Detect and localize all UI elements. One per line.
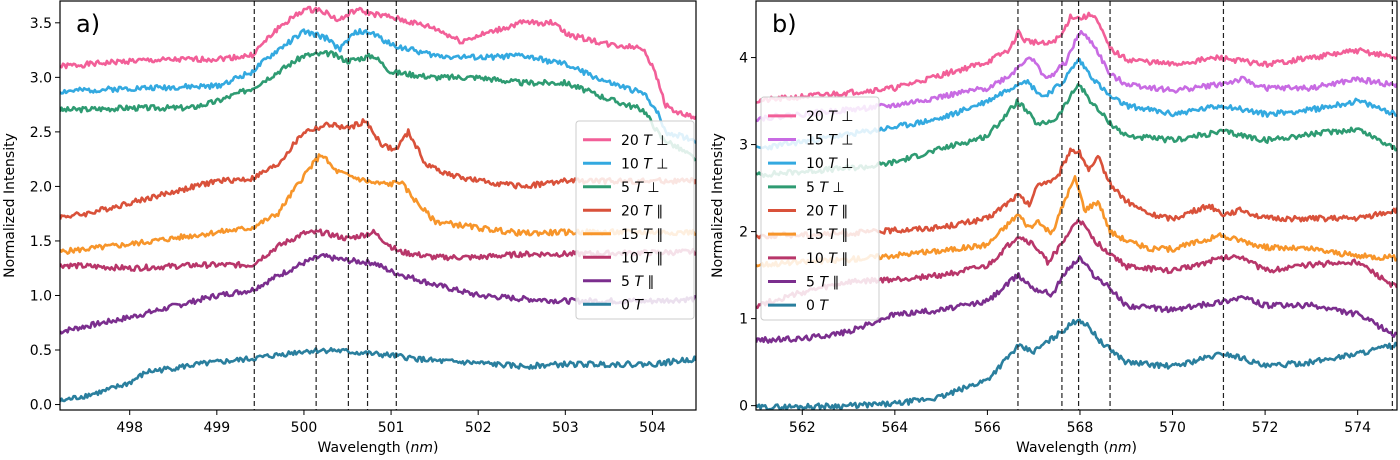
y-tick-label: 2 (739, 225, 748, 241)
legend-item: 20 T ∥ (768, 204, 848, 220)
series-line (756, 255, 1397, 344)
legend-item: 20 T ⊥ (768, 109, 854, 125)
legend-item: 15 T ∥ (583, 227, 663, 243)
y-axis-label: Normalized Intensity (710, 133, 726, 278)
legend-label: 10 T ⊥ (621, 156, 669, 172)
panel-label: a) (76, 10, 100, 38)
panel-a: 498 499 500 501 502 503 504 0.0 0.5 1.0 1.5 2.0 2.5 3… (2, 0, 697, 456)
x-tick-label: 504 (639, 420, 666, 436)
x-tick-label: 566 (974, 420, 1001, 436)
y-axis-label: Normalized Intensity (2, 133, 18, 278)
x-tick-label: 564 (881, 420, 908, 436)
y-tick-label: 2.0 (30, 179, 52, 195)
legend-label: 15 T ⊥ (806, 133, 854, 149)
legend-item: 10 T ∥ (583, 250, 663, 266)
x-tick-label: 502 (465, 420, 492, 436)
legend-item: 10 T ∥ (768, 251, 848, 267)
x-tick-label: 503 (552, 420, 579, 436)
x-axis-label: Wavelength (nm) (1016, 440, 1137, 456)
legend-label: 20 T ⊥ (806, 109, 854, 125)
legend-item: 20 T ⊥ (583, 133, 669, 149)
plot-frame (59, 0, 697, 411)
legend-item: 10 T ⊥ (768, 156, 854, 172)
legend-label: 0 T (621, 297, 644, 313)
x-tick-label: 574 (1344, 420, 1371, 436)
legend-item: 15 T ⊥ (768, 133, 854, 149)
y-tick-label: 0 (739, 399, 748, 415)
legend-item: 5 T ⊥ (583, 180, 660, 196)
x-tick-label: 498 (116, 420, 143, 436)
legend-item: 15 T ∥ (768, 227, 848, 243)
plot-frame (755, 0, 1398, 411)
y-tick-label: 1 (739, 312, 748, 328)
legend-item: 5 T ∥ (768, 275, 839, 291)
x-tick-label: 570 (1159, 420, 1186, 436)
legend-label: 15 T ∥ (621, 227, 663, 243)
y-tick-label: 1.0 (30, 288, 52, 304)
x-tick-label: 562 (789, 420, 816, 436)
legend-label: 0 T (806, 298, 829, 314)
legend-label: 20 T ⊥ (621, 133, 669, 149)
legend: 20 T ⊥ 15 T ⊥ 10 T ⊥ 5 T ⊥ 20 T ∥ 15 T ∥ 10 T … (760, 96, 880, 321)
series-line (756, 318, 1397, 410)
y-tick-label: 0.5 (30, 343, 52, 359)
legend-label: 20 T ∥ (806, 204, 848, 220)
legend-label: 10 T ⊥ (806, 156, 854, 172)
x-tick-label: 500 (291, 420, 318, 436)
legend-label: 5 T ⊥ (806, 180, 845, 196)
series-group (60, 5, 696, 403)
y-tick-label: 2.5 (30, 125, 52, 141)
legend-item: 10 T ⊥ (583, 156, 669, 172)
panel-b: 562 564 566 568 570 572 574 0 1 2 3 4 Wavelength (nm… (710, 0, 1398, 456)
legend-box (760, 96, 880, 321)
x-tick-label: 568 (1067, 420, 1094, 436)
x-tick-label: 572 (1252, 420, 1279, 436)
series-line (60, 347, 696, 403)
y-tick-label: 3.0 (30, 70, 52, 86)
legend-label: 20 T ∥ (621, 203, 663, 219)
legend: 20 T ⊥ 10 T ⊥ 5 T ⊥ 20 T ∥ 15 T ∥ 10 T ∥ 5 T ∥… (575, 120, 695, 320)
y-tick-label: 0.0 (30, 398, 52, 414)
series-line (60, 28, 696, 144)
y-tick-label: 1.5 (30, 234, 52, 250)
legend-label: 15 T ∥ (806, 227, 848, 243)
x-axis-label: Wavelength (nm) (318, 440, 439, 456)
legend-item: 5 T ⊥ (768, 180, 845, 196)
y-tick-label: 3.5 (30, 16, 52, 32)
legend-label: 10 T ∥ (621, 250, 663, 266)
panel-label: b) (772, 10, 797, 38)
y-tick-label: 4 (739, 51, 748, 67)
y-tick-label: 3 (739, 138, 748, 154)
legend-label: 5 T ∥ (621, 274, 654, 290)
legend-item: 5 T ∥ (583, 274, 654, 290)
legend-label: 10 T ∥ (806, 251, 848, 267)
series-line (60, 5, 696, 120)
legend-item: 20 T ∥ (583, 203, 663, 219)
legend-box (575, 120, 695, 320)
x-tick-label: 501 (378, 420, 405, 436)
legend-label: 5 T ∥ (806, 275, 839, 291)
legend-item: 0 T (583, 297, 644, 313)
series-line (60, 50, 696, 162)
legend-item: 0 T (768, 298, 829, 314)
series-line (756, 11, 1397, 104)
legend-label: 5 T ⊥ (621, 180, 660, 196)
x-tick-label: 499 (203, 420, 230, 436)
